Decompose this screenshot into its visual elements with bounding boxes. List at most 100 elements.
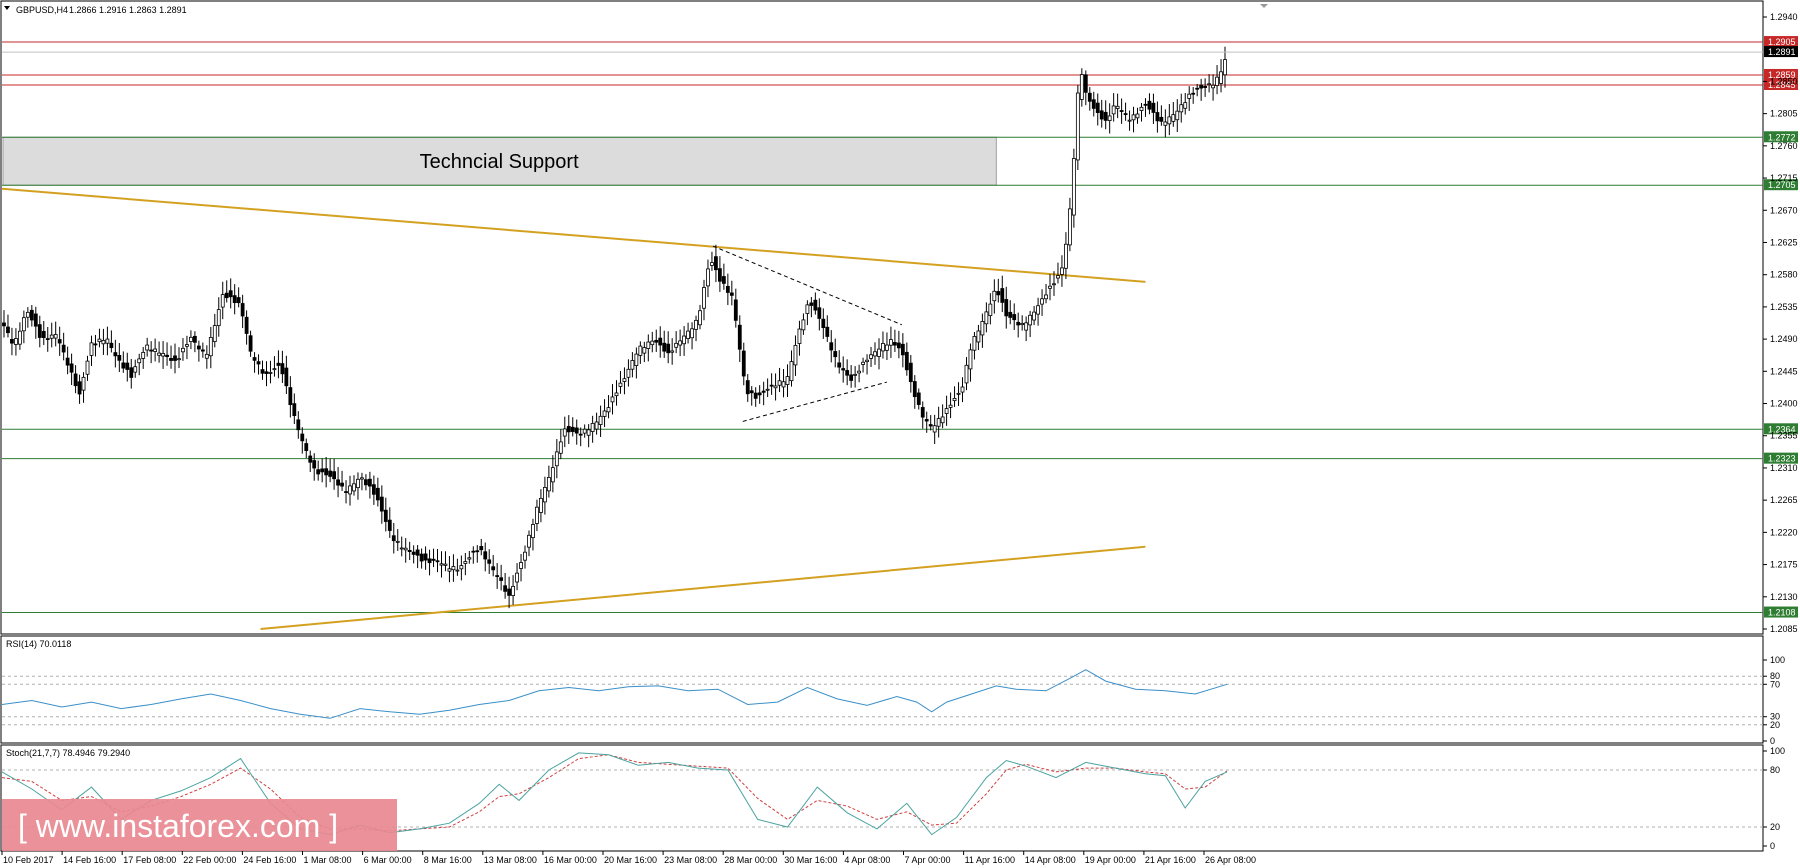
- candle-body: [14, 338, 18, 345]
- candle-body: [634, 353, 639, 367]
- technical-support-label: Techncial Support: [420, 151, 579, 173]
- candle-body: [737, 324, 742, 350]
- candle-body: [340, 482, 344, 487]
- candle-body: [69, 363, 74, 373]
- candle-body: [1004, 299, 1009, 317]
- candle-body: [1008, 311, 1013, 318]
- candle-body: [45, 338, 50, 340]
- dropdown-triangle-icon[interactable]: [4, 6, 10, 10]
- candle-body: [1211, 84, 1215, 89]
- candle-body: [1171, 114, 1176, 122]
- candle-body: [29, 309, 34, 321]
- rsi-panel-frame: [0, 635, 1764, 744]
- candle-body: [992, 290, 997, 302]
- candle-body: [268, 372, 273, 374]
- candle-body: [356, 478, 360, 489]
- candle-body: [427, 558, 432, 564]
- candle-body: [1151, 102, 1156, 113]
- y-tick-label: 1.2580: [1770, 270, 1798, 280]
- candle-body: [173, 355, 177, 361]
- candle-body: [304, 443, 309, 452]
- y-tick-label: 1.2175: [1770, 560, 1798, 570]
- candle-body: [272, 368, 277, 371]
- candle-body: [805, 304, 810, 314]
- candle-body: [542, 487, 547, 503]
- candle-body: [387, 519, 392, 531]
- x-tick-label: 16 Mar 00:00: [544, 855, 597, 865]
- candle-body: [300, 433, 305, 442]
- candle-body: [1103, 111, 1108, 121]
- candle-body: [658, 337, 663, 346]
- price-badge-label: 1.2108: [1768, 608, 1796, 618]
- candle-body: [487, 559, 492, 564]
- candle-body: [785, 376, 790, 385]
- y-tick-label: 1.2625: [1770, 237, 1798, 247]
- candle-body: [539, 497, 543, 513]
- candle-body: [662, 342, 667, 352]
- candle-body: [336, 479, 340, 486]
- candle-body: [757, 392, 762, 396]
- candle-body: [841, 368, 846, 371]
- y-tick-label: 1.2265: [1770, 495, 1798, 505]
- candle-body: [1207, 83, 1212, 86]
- candle-body: [296, 419, 301, 431]
- candle-body: [344, 491, 348, 493]
- candle-body: [6, 326, 10, 334]
- y-tick-label: 1.2445: [1770, 366, 1798, 376]
- candle-body: [21, 317, 26, 332]
- trendline: [1, 187, 1146, 283]
- trendline: [260, 545, 1146, 630]
- candle-body: [833, 351, 838, 358]
- candle-body: [845, 370, 850, 376]
- candle-body: [2, 322, 6, 327]
- candle-body: [590, 423, 595, 432]
- candle-body: [527, 534, 531, 548]
- x-tick-label: 4 Apr 08:00: [844, 855, 890, 865]
- candle-body: [1215, 76, 1219, 86]
- candle-body: [1056, 275, 1060, 279]
- candle-body: [821, 318, 826, 329]
- x-tick-label: 7 Apr 00:00: [905, 855, 951, 865]
- candle-body: [491, 566, 496, 571]
- candle-body: [371, 484, 376, 495]
- price-badge: [1764, 452, 1798, 464]
- candle-body: [511, 586, 515, 596]
- candle-body: [360, 477, 364, 480]
- candle-body: [523, 551, 527, 561]
- candle-body: [674, 342, 679, 348]
- candle-body: [900, 343, 905, 356]
- candle-body: [702, 287, 706, 309]
- candle-body: [1060, 267, 1064, 275]
- candle-body: [690, 328, 694, 339]
- candle-body: [586, 429, 591, 436]
- candle-body: [765, 388, 770, 391]
- candle-body: [352, 483, 356, 492]
- candle-body: [594, 421, 599, 430]
- candle-body: [1191, 92, 1196, 95]
- candle-body: [53, 334, 58, 339]
- candle-body: [507, 588, 512, 596]
- candle-body: [920, 407, 925, 418]
- stoch-y-tick-label: 20: [1770, 822, 1780, 832]
- candle-body: [1087, 92, 1092, 102]
- candle-body: [829, 342, 834, 351]
- candle-body: [1111, 105, 1116, 115]
- price-badge-label: 1.2323: [1768, 454, 1796, 464]
- candle-body: [348, 485, 352, 495]
- candle-body: [932, 425, 937, 433]
- y-tick-label: 1.2355: [1770, 431, 1798, 441]
- y-tick-label: 1.2940: [1770, 12, 1798, 22]
- candle-body: [944, 408, 949, 414]
- candle-body: [837, 362, 842, 368]
- candle-body: [857, 370, 862, 374]
- x-tick-label: 20 Mar 16:00: [604, 855, 657, 865]
- candle-body: [1040, 298, 1044, 305]
- candle-body: [1020, 323, 1025, 326]
- candle-body: [952, 398, 957, 402]
- candle-body: [324, 468, 329, 476]
- candle-body: [10, 338, 14, 344]
- candle-body: [570, 426, 575, 432]
- y-tick-label: 1.2220: [1770, 527, 1798, 537]
- candle-body: [1219, 71, 1223, 84]
- price-badge: [1764, 131, 1798, 143]
